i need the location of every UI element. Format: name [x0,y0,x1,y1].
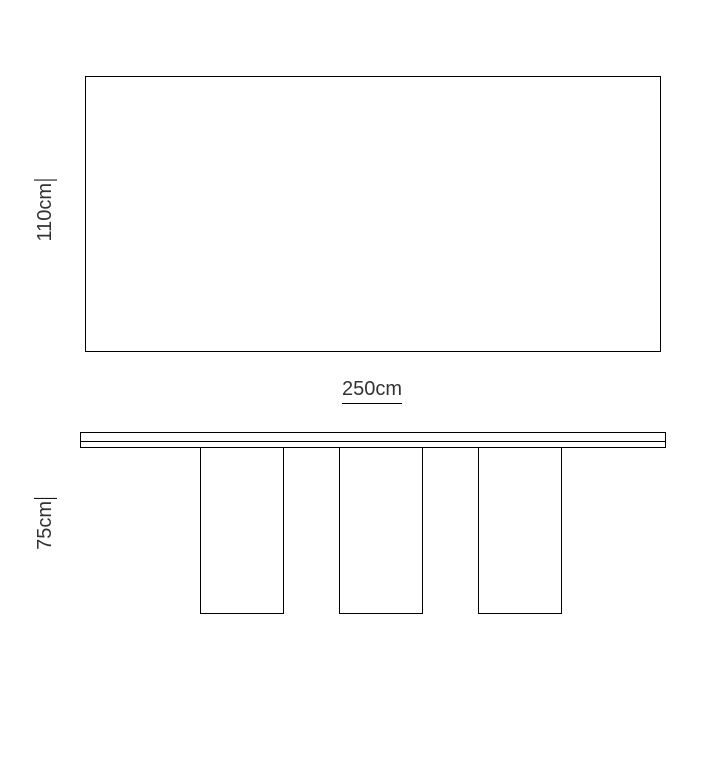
table-leg [200,448,284,614]
dimension-diagram: 110cm 250cm 75cm [0,0,725,760]
front-view-tabletop-inner-line [80,441,666,442]
dimension-label-depth: 110cm [34,180,57,242]
front-view-tabletop [80,432,666,448]
top-view-rectangle [85,76,661,352]
dimension-label-height: 75cm [34,498,57,550]
table-leg [478,448,562,614]
table-leg [339,448,423,614]
dimension-label-width: 250cm [342,378,402,404]
